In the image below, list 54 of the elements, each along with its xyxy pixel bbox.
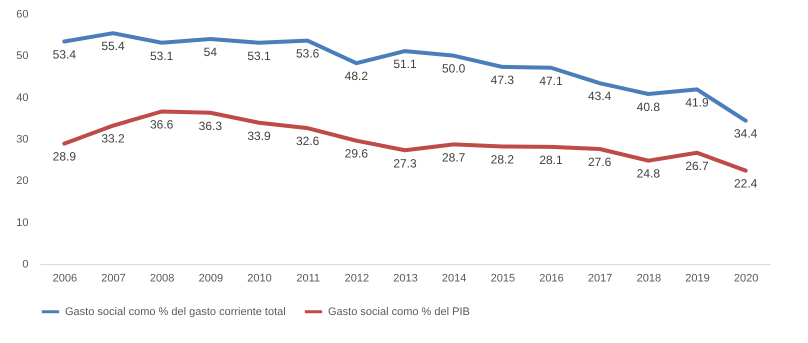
y-tick-label: 60: [16, 8, 28, 20]
x-tick-label: 2015: [490, 272, 516, 284]
y-tick-label: 20: [16, 175, 28, 188]
data-label: 29.6: [344, 146, 368, 161]
data-label: 28.2: [490, 152, 514, 166]
x-tick-label: 2006: [52, 272, 78, 284]
data-label: 51.1: [393, 57, 417, 72]
data-label: 24.8: [636, 166, 660, 181]
x-tick-label: 2013: [393, 272, 418, 284]
data-label: 50.0: [442, 62, 466, 76]
data-label: 26.7: [685, 158, 709, 173]
data-label: 53.6: [296, 46, 320, 61]
x-tick-label: 2011: [296, 272, 320, 284]
data-label: 53.1: [150, 48, 174, 63]
data-label: 47.3: [490, 72, 514, 87]
y-tick-label: 0: [22, 258, 28, 270]
data-label: 28.9: [52, 150, 76, 164]
legend-label: Gasto social como % del gasto corriente total: [65, 306, 286, 318]
data-label: 36.6: [150, 118, 174, 132]
data-label: 22.4: [734, 176, 758, 191]
x-tick-label: 2010: [247, 272, 272, 284]
data-label: 33.9: [247, 128, 271, 143]
x-tick-label: 2018: [636, 272, 662, 284]
data-label: 28.1: [539, 152, 563, 167]
data-label: 48.2: [344, 69, 368, 84]
x-tick-label: 2008: [150, 272, 174, 284]
x-tick-label: 2014: [442, 272, 466, 284]
data-label: 27.3: [393, 156, 417, 170]
x-tick-label: 2007: [101, 272, 126, 284]
x-tick-label: 2012: [344, 272, 370, 284]
data-label: 33.2: [101, 132, 125, 146]
data-label: 36.3: [198, 118, 222, 133]
y-tick-label: 50: [16, 50, 28, 62]
y-tick-label: 10: [16, 216, 28, 229]
y-tick-label: 30: [16, 134, 28, 146]
y-tick-label: 40: [16, 92, 28, 104]
data-label: 54: [204, 45, 218, 59]
data-label: 53.4: [52, 48, 76, 62]
data-label: 53.1: [247, 48, 271, 63]
x-tick-label: 2016: [539, 272, 564, 284]
data-label: 43.4: [588, 89, 612, 104]
x-tick-label: 2009: [198, 272, 224, 284]
data-label: 34.4: [734, 126, 758, 141]
data-label: 40.8: [636, 100, 660, 114]
data-label: 32.6: [296, 134, 320, 148]
x-tick-label: 2019: [685, 272, 710, 284]
data-label: 27.6: [588, 155, 612, 169]
data-label: 28.7: [442, 150, 466, 164]
legend-label: Gasto social como % del PIB: [328, 306, 470, 318]
data-label: 41.9: [685, 95, 709, 110]
data-label: 55.4: [101, 39, 125, 54]
x-tick-label: 2020: [734, 272, 758, 284]
data-label: 47.1: [539, 74, 563, 88]
x-tick-label: 2017: [588, 272, 612, 284]
